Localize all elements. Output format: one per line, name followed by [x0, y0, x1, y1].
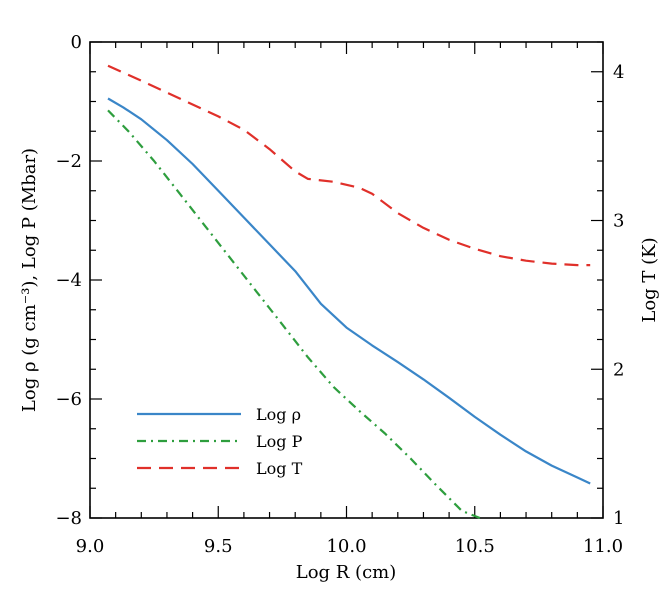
left-y-axis-title: Log ρ (g cm⁻³), Log P (Mbar): [19, 148, 40, 412]
series-line: [107, 109, 481, 520]
right-y-tick-label: 3: [613, 211, 624, 232]
left-y-tick-label: −4: [55, 270, 82, 291]
series-line: [107, 97, 591, 485]
plot-frame: [89, 41, 604, 519]
left-y-tick-label: 0: [71, 32, 82, 53]
x-tick-label: 9.5: [204, 536, 233, 557]
legend: Log ρ Log P Log T: [137, 405, 303, 478]
right-y-tick-label: 2: [613, 359, 624, 380]
left-y-tick-label: −2: [55, 151, 82, 172]
left-y-tick-label: −6: [55, 389, 82, 410]
series-line: [107, 64, 591, 267]
legend-label: Log ρ: [256, 405, 301, 424]
right-y-tick-label: 4: [613, 62, 624, 83]
right-y-tick-label: 1: [613, 508, 624, 529]
x-axis-title: Log R (cm): [296, 562, 397, 583]
series-lines: [107, 64, 591, 520]
x-tick-label: 10.5: [455, 536, 495, 557]
x-tick-label: 9.0: [76, 536, 105, 557]
x-tick-label: 10.0: [326, 536, 366, 557]
legend-label: Log P: [256, 432, 303, 451]
x-tick-label: 11.0: [583, 536, 623, 557]
left-y-tick-label: −8: [55, 508, 82, 529]
tick-labels: 9.0 9.5 10.0 10.5 11.0 0 −2 −4 −6 −8 1 2 3 4: [55, 32, 624, 557]
legend-label: Log T: [256, 459, 303, 478]
right-y-axis-title: Log T (K): [639, 237, 660, 322]
tick-marks: [89, 41, 604, 519]
